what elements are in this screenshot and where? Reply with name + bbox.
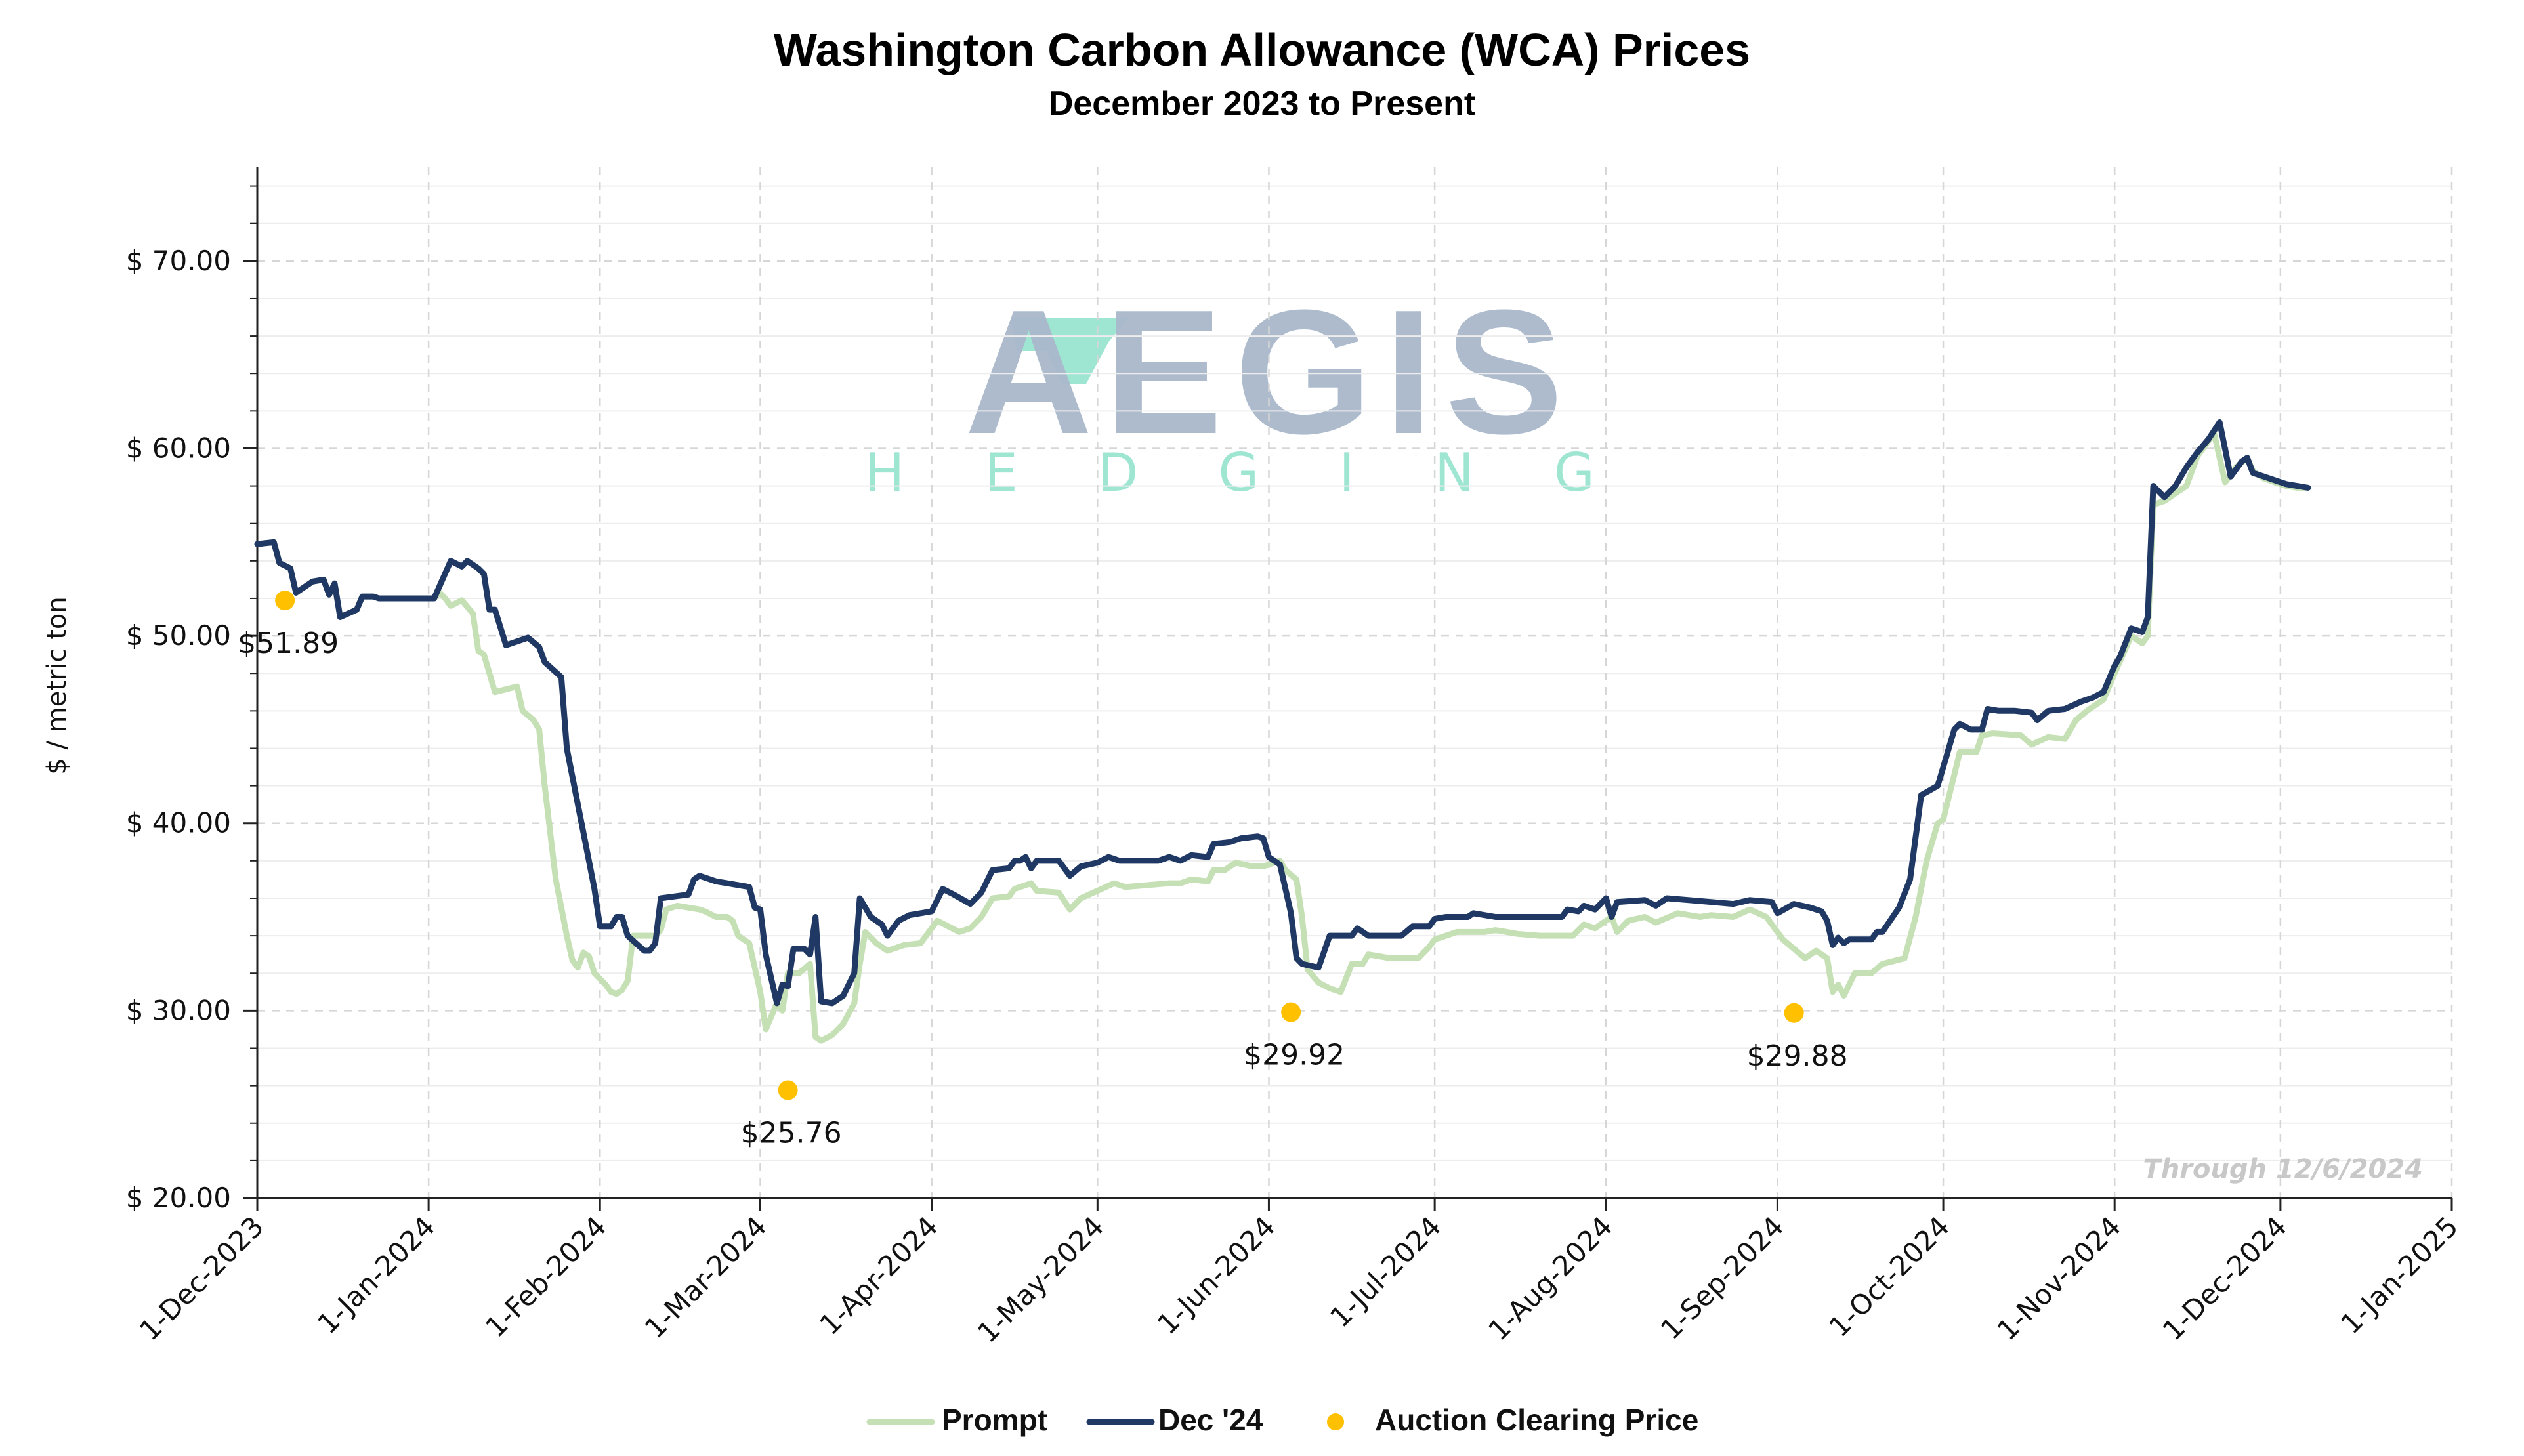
series-line-prompt	[254, 430, 2311, 1044]
auction-price-label: $29.88	[1747, 1039, 1848, 1073]
watermark-brand: AEGIS	[965, 274, 1575, 471]
series-layer	[254, 419, 2311, 1044]
auction-price-point	[1281, 1002, 1301, 1022]
aegis-hedging-watermark: AEGIS HEDGING	[865, 274, 1675, 503]
legend: Prompt Dec '24 Auction Clearing Price	[866, 1403, 1698, 1437]
y-tick-label: $ 60.00	[126, 432, 231, 464]
y-tick-label: $ 50.00	[126, 619, 231, 652]
y-tick-label: $ 40.00	[126, 807, 231, 839]
legend-label: Prompt	[942, 1403, 1047, 1437]
chart-subtitle: December 2023 to Present	[1049, 85, 1475, 123]
auction-price-point	[778, 1080, 798, 1100]
auction-markers: $51.89 $25.76 $29.92 $29.88	[238, 591, 1848, 1150]
y-tick-label: $ 20.00	[126, 1182, 231, 1214]
y-tick-label: $ 70.00	[126, 245, 231, 277]
aegis-logo-mark-icon	[1011, 318, 1129, 384]
auction-price-label: $25.76	[741, 1116, 842, 1150]
chart-title: Washington Carbon Allowance (WCA) Prices	[774, 24, 1750, 75]
auction-price-point	[1784, 1003, 1804, 1023]
legend-label: Dec '24	[1158, 1403, 1263, 1437]
auction-price-label: $51.89	[238, 627, 339, 660]
watermark-tagline: HEDGING	[865, 442, 1675, 503]
y-tick-label: $ 30.00	[126, 994, 231, 1026]
auction-price-label: $29.92	[1244, 1039, 1345, 1072]
legend-label: Auction Clearing Price	[1375, 1403, 1698, 1437]
auction-price-point	[275, 591, 295, 611]
gridlines	[257, 167, 2453, 1198]
y-axis-label: $ / metric ton	[42, 596, 72, 774]
legend-swatch-marker	[1327, 1413, 1344, 1430]
series-line-dec-24	[254, 419, 2311, 1007]
through-date-note: Through 12/6/2024	[2143, 1154, 2423, 1184]
